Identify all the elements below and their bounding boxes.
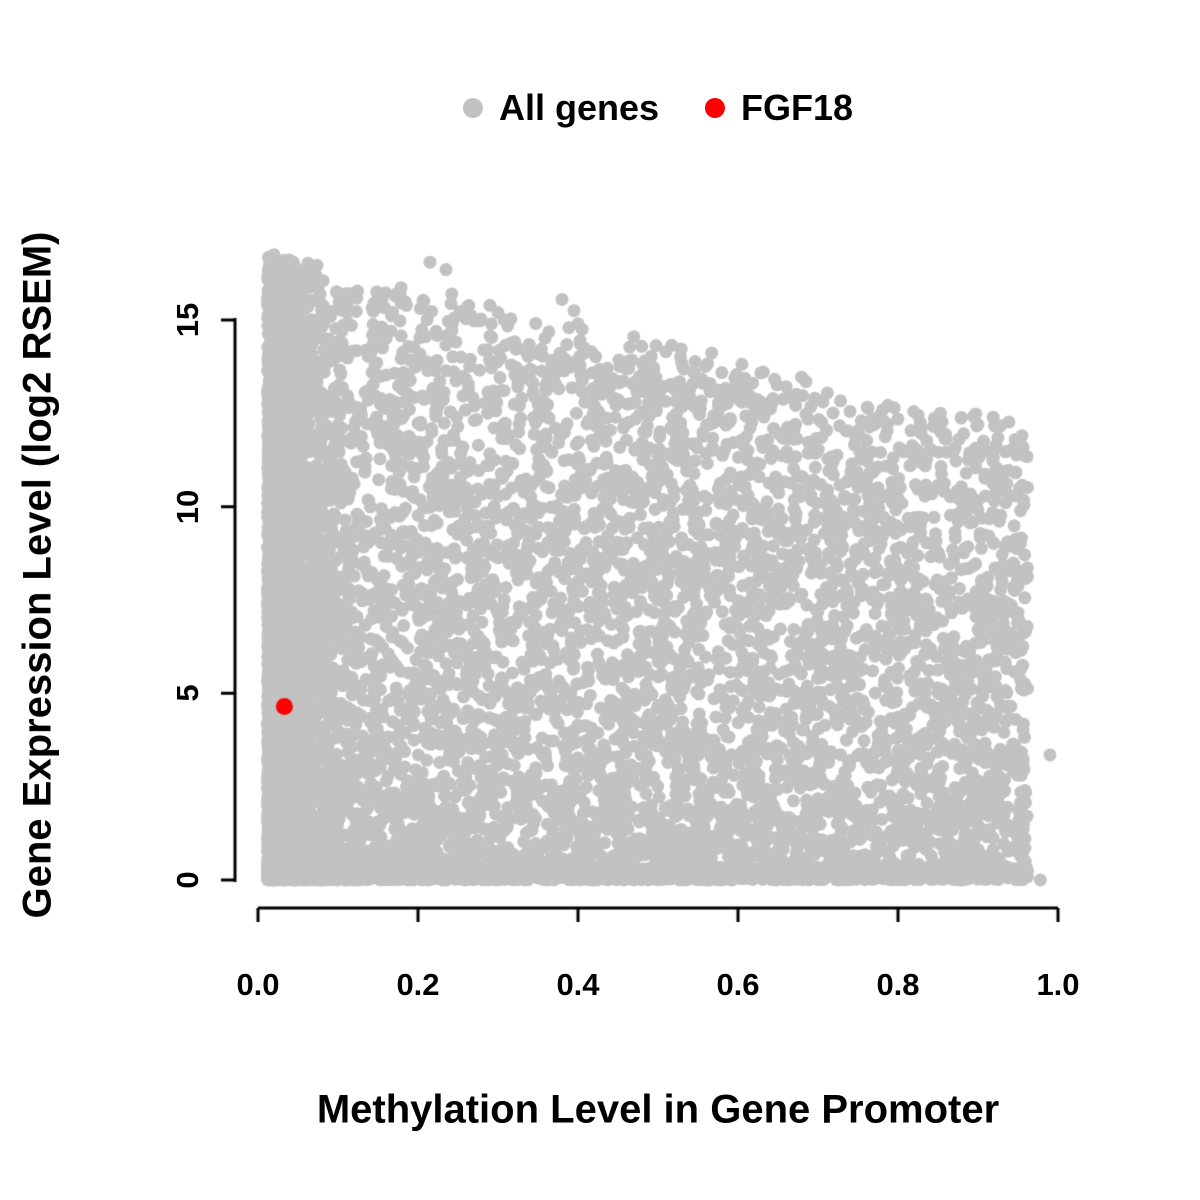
- all-genes-dot-icon: [462, 98, 483, 118]
- legend-label-fgf18: FGF18: [741, 87, 854, 128]
- y-tick-label: 15: [170, 302, 205, 338]
- legend-label-all-genes: All genes: [498, 87, 660, 128]
- x-tick-label: 0.6: [716, 967, 760, 1002]
- x-tick-label: 1.0: [1036, 967, 1080, 1002]
- legend-item-all-genes: All genes: [462, 87, 660, 129]
- x-tick-label: 0.4: [556, 967, 600, 1002]
- x-tick-label: 0.0: [236, 967, 280, 1002]
- y-axis-title: Gene Expression Level (log2 RSEM): [15, 231, 60, 919]
- y-tick-label: 0: [170, 871, 205, 889]
- legend: All genes FGF18: [462, 87, 853, 129]
- y-tick-label: 10: [170, 489, 205, 524]
- x-axis-title: Methylation Level in Gene Promoter: [316, 1087, 1000, 1132]
- x-tick-label: 0.8: [876, 967, 920, 1002]
- fgf18-dot-icon: [705, 98, 726, 118]
- x-tick-label: 0.2: [396, 967, 440, 1002]
- y-tick-label: 5: [170, 684, 205, 702]
- legend-item-fgf18: FGF18: [705, 87, 853, 129]
